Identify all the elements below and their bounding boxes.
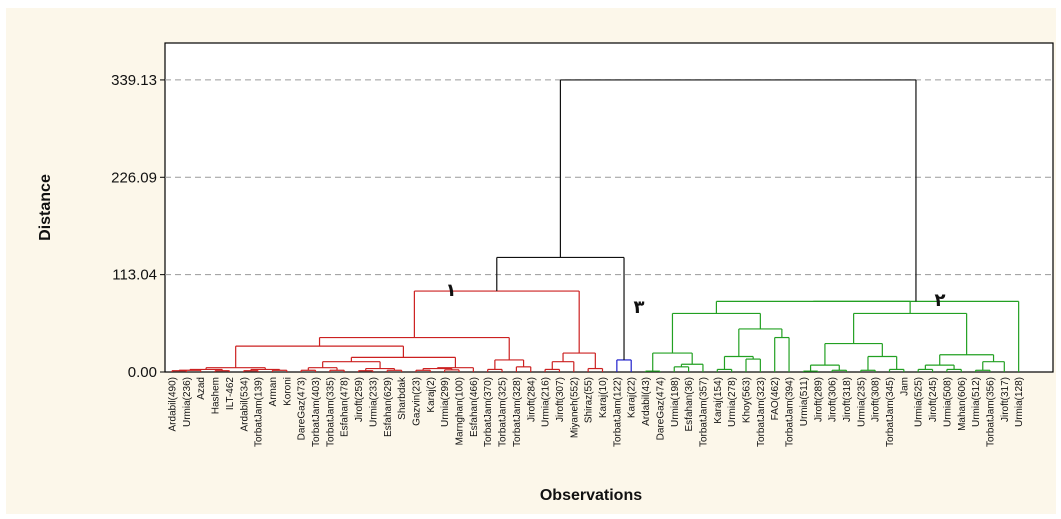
leaf-label: Marnghan(100) [455,377,466,445]
leaf-label: TorbatJam(356) [985,377,996,447]
leaf-label: Jiroft(259) [354,377,365,422]
leaf-label: Urmia(128) [1014,377,1025,427]
dendrogram-chart: 0.00 113.04 226.09 339.13 Distance Observatio… [37,42,1054,504]
leaf-label: Karaj(2) [426,377,437,413]
leaf-label: TorbatJam(345) [885,377,896,447]
leaf-label: Jiroft(284) [526,377,537,422]
leaf-label: Karaj(154) [713,377,724,424]
leaf-label: TorbatJam(139) [254,377,265,447]
cluster-label: ۲ [935,290,946,311]
y-tick-label: 226.09 [111,169,157,186]
leaf-label: TorbatJam(370) [483,377,494,447]
leaf-label: Jiroft(307) [555,377,566,422]
cluster-label: ۳ [634,297,645,318]
leaf-label: Esfahan(36) [684,377,695,431]
leaf-label: Karaj(10) [598,377,609,418]
leaf-label: TorbatJam(328) [512,377,523,447]
x-axis-title: Observations [540,487,642,504]
cluster-label: ۱ [446,280,457,301]
leaf-label: Esfahan(466) [469,377,480,437]
leaf-label: Jiroft(318) [842,377,853,422]
leaf-label: Urmia(508) [942,377,953,427]
leaf-label: Urmia(278) [727,377,738,427]
leaf-label: Jiroft(245) [928,377,939,422]
leaf-label: Jiroft(306) [828,377,839,422]
leaf-label: TorbatJam(394) [785,377,796,447]
leaf-label: Ardabil(43) [641,377,652,426]
plot-area [164,42,1054,373]
leaf-label: Ardabil(490) [168,377,179,431]
leaf-label: Jiroft(317) [1000,377,1011,422]
leaf-label: Jiroft(289) [813,377,824,422]
leaf-label: Koroni [282,377,293,406]
leaf-label: FAO(462) [770,377,781,420]
leaf-label: TorbatJam(357) [698,377,709,447]
leaf-label: TorbatJam(325) [498,377,509,447]
y-tick-label: 339.13 [111,72,157,89]
leaf-label: Sharbdak [397,376,408,420]
leaf-label: Hashem [211,377,222,414]
leaf-label: Khoy(563) [742,377,753,423]
leaf-label: TorbatJam(403) [311,377,322,447]
leaf-label: TorbatJam(335) [325,377,336,447]
y-tick-label: 0.00 [128,364,157,381]
merge-root [559,79,917,302]
y-tick-label: 113.04 [112,267,157,284]
leaf-label: ILT-462 [225,377,236,411]
chart-frame: 0.00 113.04 226.09 339.13 Distance Observatio… [6,8,1056,514]
leaf-label: Arman [268,377,279,406]
leaf-label: DareGaz(473) [297,377,308,440]
leaf-label: Jam [899,377,910,396]
leaf-label: Urmia(299) [440,377,451,427]
leaf-label: Urmia(216) [541,377,552,427]
leaf-label: Urmia(233) [368,377,379,427]
leaf-label: Gazvin(23) [411,377,422,426]
leaf-label: TorbatJam(122) [612,377,623,447]
leaf-label: Urmia(512) [971,377,982,427]
leaf-label: Urmia(235) [856,377,867,427]
leaf-label: TorbatJam(323) [756,377,767,447]
leaf-label: Esfahan(629) [383,377,394,437]
leaf-label: Esfahan(478) [340,377,351,437]
leaf-label: Mahan(606) [957,377,968,431]
leaf-label: Azad [196,377,207,400]
leaf-label: Miyaneh(552) [569,377,580,438]
leaf-label: DareGaz(474) [655,377,666,440]
leaf-label: Karaj(22) [627,377,638,418]
leaf-label: Urmia(525) [914,377,925,427]
leaf-label: Shiraz(55) [584,377,595,423]
y-axis-title: Distance [37,174,54,241]
leaf-label: Urmia(198) [670,377,681,427]
leaf-label: Urmia(511) [799,377,810,426]
leaf-label: Urmia(236) [182,377,193,427]
leaf-label: Jiroft(308) [871,377,882,422]
leaf-label: Ardabil(534) [239,377,250,431]
